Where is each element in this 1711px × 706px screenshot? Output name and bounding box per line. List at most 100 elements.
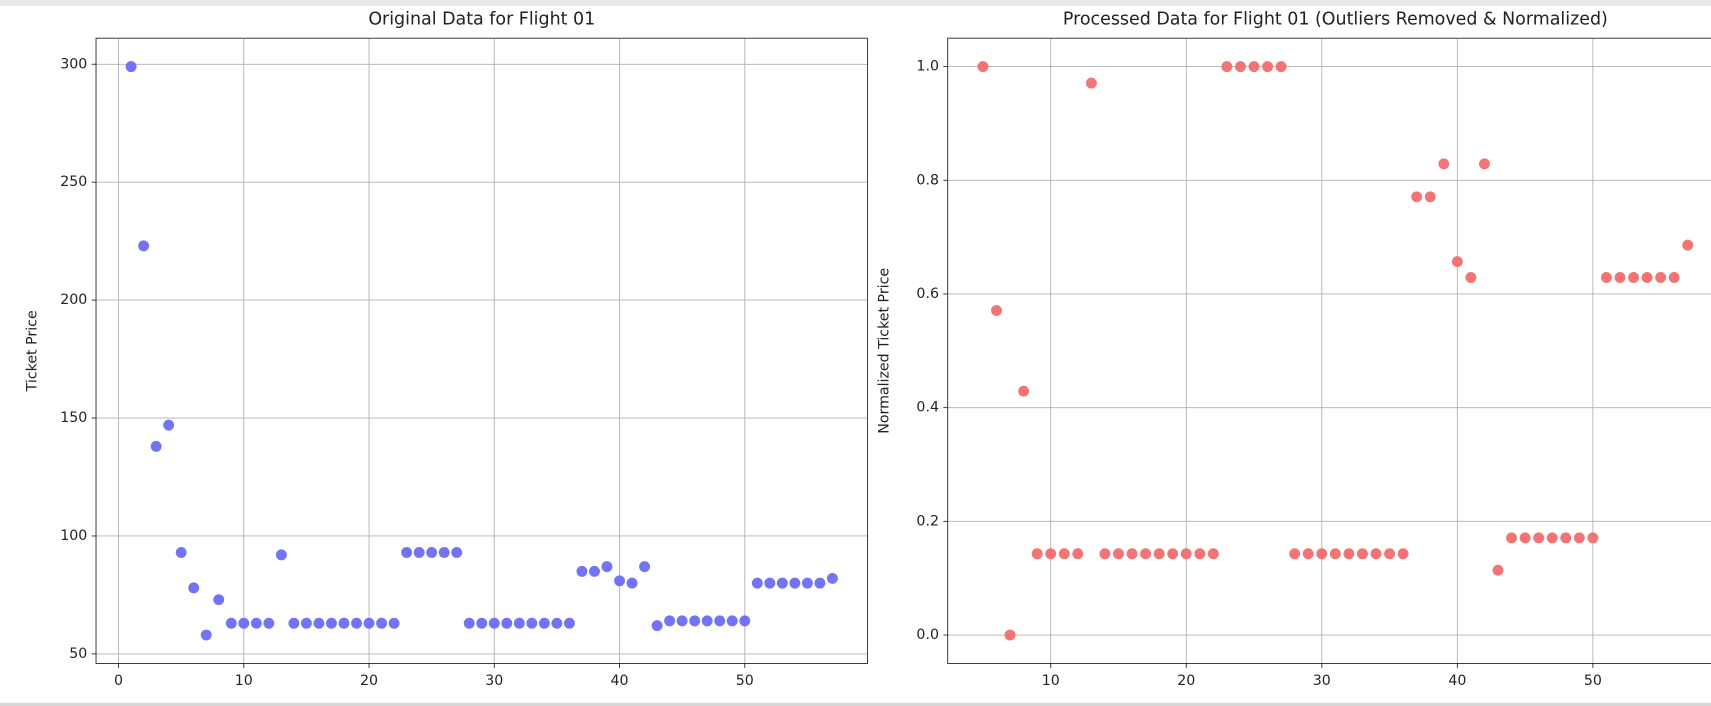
point (1113, 548, 1124, 560)
y-axis-label: Ticket Price (25, 310, 41, 392)
point (764, 577, 776, 589)
x-tick-label: 50 (1584, 673, 1602, 689)
point (1045, 548, 1057, 560)
point (351, 617, 362, 629)
point (1343, 548, 1355, 560)
point (1411, 191, 1423, 203)
plots: 0 10 20 30 40 50 50 100 150 200 250 300 Original Dat… (0, 10, 1711, 706)
point (1655, 272, 1667, 283)
point (701, 615, 713, 627)
x-tick-label: 50 (736, 673, 754, 689)
subplot: 0 10 20 30 40 50 50 100 150 200 250 300 Original Dat… (25, 10, 868, 706)
point (1384, 548, 1396, 560)
top-shade (0, 0, 1711, 6)
point (1600, 272, 1612, 283)
point (639, 561, 651, 573)
point (538, 617, 550, 629)
x-tick-label: 10 (235, 673, 253, 689)
point (551, 617, 563, 629)
point (338, 617, 350, 629)
point (426, 547, 438, 558)
point (463, 617, 475, 629)
point (1397, 548, 1409, 560)
point (476, 617, 488, 629)
point (1478, 158, 1490, 170)
x-tick-label: 30 (485, 673, 503, 689)
point (1289, 548, 1301, 560)
point (826, 572, 838, 584)
point (1668, 272, 1680, 283)
point (1004, 629, 1016, 641)
point (1628, 272, 1640, 283)
point (1438, 158, 1450, 170)
point (163, 419, 175, 431)
point (1641, 272, 1653, 283)
chart-title: Original Data for Flight 01 (368, 10, 595, 30)
point (300, 617, 312, 629)
point (1533, 532, 1545, 544)
point (263, 617, 275, 629)
subplot: 10 20 30 40 50 0.0 0.2 0.4 0.6 0.8 1.0 Processed Da… (876, 10, 1711, 706)
point (213, 594, 225, 606)
point (614, 575, 625, 587)
point (1560, 532, 1572, 544)
point (1424, 191, 1436, 203)
point (1506, 532, 1518, 544)
x-tick-label: 40 (611, 673, 629, 689)
point (388, 617, 400, 629)
point (714, 615, 726, 627)
point (1329, 548, 1341, 560)
point (1357, 548, 1368, 560)
point (1085, 77, 1097, 89)
point (1153, 548, 1165, 560)
point (1018, 385, 1030, 397)
point (1221, 61, 1233, 73)
point (1451, 256, 1463, 268)
point (589, 565, 600, 577)
point (150, 440, 162, 452)
point (563, 617, 575, 629)
point (363, 617, 375, 629)
x-tick-label: 30 (1313, 673, 1331, 689)
y-tick-label: 1.0 (916, 59, 939, 75)
x-tick-label: 20 (1177, 673, 1195, 689)
point (200, 629, 212, 641)
point (1465, 272, 1477, 283)
point (188, 582, 200, 594)
point (1140, 548, 1152, 560)
point (676, 615, 688, 627)
point (1207, 548, 1219, 560)
point (1614, 272, 1626, 283)
point (138, 240, 150, 252)
point (326, 617, 337, 629)
point (488, 617, 500, 629)
point (739, 615, 751, 627)
point (1031, 548, 1043, 560)
point (1072, 548, 1084, 560)
point (1248, 61, 1260, 73)
point (776, 577, 788, 589)
point (250, 617, 262, 629)
bottom-edge (0, 702, 1711, 706)
x-tick-label: 20 (360, 673, 378, 689)
point (601, 561, 613, 573)
point (977, 61, 989, 73)
point (1573, 532, 1585, 544)
point (175, 547, 187, 558)
point (526, 617, 538, 629)
point (1126, 548, 1138, 560)
point (1099, 548, 1111, 560)
point (1587, 532, 1599, 544)
point (1682, 239, 1694, 251)
y-tick-label: 0.6 (916, 286, 939, 302)
point (513, 617, 525, 629)
point (751, 577, 763, 589)
point (313, 617, 325, 629)
chart-title: Processed Data for Flight 01 (Outliers R… (1063, 10, 1608, 30)
point (991, 305, 1002, 316)
y-tick-label: 50 (69, 646, 87, 662)
point (1180, 548, 1192, 560)
point (1262, 61, 1274, 73)
plot-frame (947, 37, 1711, 664)
